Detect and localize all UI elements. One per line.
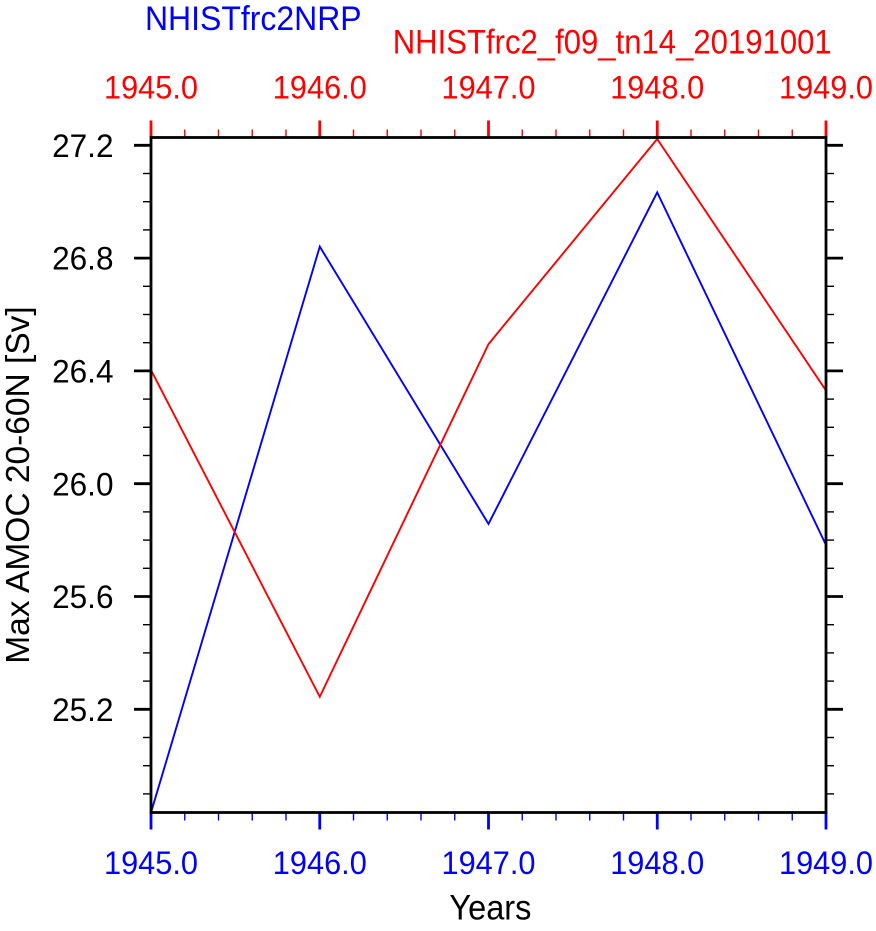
svg-text:1949.0: 1949.0 (779, 844, 873, 881)
svg-text:1945.0: 1945.0 (104, 68, 198, 105)
svg-text:Max AMOC 20-60N [Sv]: Max AMOC 20-60N [Sv] (0, 306, 37, 663)
svg-text:25.6: 25.6 (52, 578, 113, 615)
svg-text:Years: Years (449, 887, 531, 926)
svg-text:NHISTfrc2NRP: NHISTfrc2NRP (145, 0, 362, 38)
svg-text:27.2: 27.2 (52, 127, 113, 164)
svg-text:1949.0: 1949.0 (779, 68, 873, 105)
svg-text:26.4: 26.4 (52, 353, 113, 390)
svg-text:NHISTfrc2_f09_tn14_20191001: NHISTfrc2_f09_tn14_20191001 (393, 23, 832, 61)
svg-text:25.2: 25.2 (52, 691, 113, 728)
svg-text:26.8: 26.8 (52, 240, 113, 277)
svg-text:1948.0: 1948.0 (610, 68, 704, 105)
svg-text:1945.0: 1945.0 (104, 844, 198, 881)
svg-text:1948.0: 1948.0 (610, 844, 704, 881)
svg-text:26.0: 26.0 (52, 465, 113, 502)
svg-text:1947.0: 1947.0 (442, 68, 536, 105)
svg-text:1947.0: 1947.0 (442, 844, 536, 881)
svg-text:1946.0: 1946.0 (273, 68, 367, 105)
svg-text:1946.0: 1946.0 (273, 844, 367, 881)
